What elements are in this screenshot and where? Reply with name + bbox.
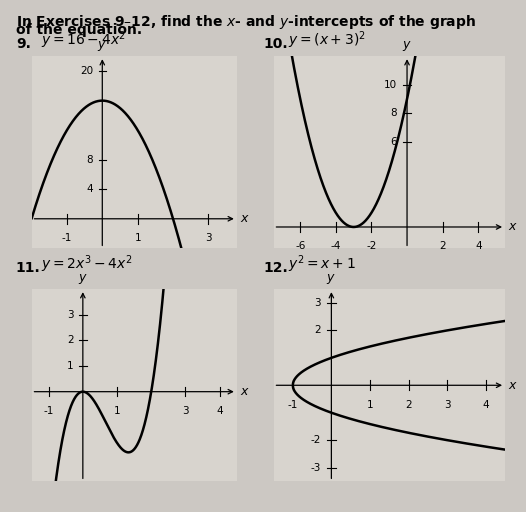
Text: 1: 1 [67, 361, 74, 371]
Text: 4: 4 [216, 406, 223, 416]
Text: 10: 10 [383, 80, 397, 90]
Text: 4: 4 [475, 241, 482, 251]
Text: -1: -1 [62, 233, 72, 243]
Text: $y$: $y$ [402, 39, 412, 53]
Text: 2: 2 [67, 335, 74, 346]
Text: 2: 2 [439, 241, 446, 251]
Text: 12.: 12. [263, 261, 288, 275]
Text: -1: -1 [288, 400, 298, 410]
Text: $y = (x + 3)^2$: $y = (x + 3)^2$ [288, 30, 366, 51]
Text: 20: 20 [80, 66, 93, 76]
Text: 1: 1 [134, 233, 141, 243]
Text: -6: -6 [295, 241, 306, 251]
Text: In Exercises 9–12, find the $x$- and $y$-intercepts of the graph: In Exercises 9–12, find the $x$- and $y$… [16, 13, 476, 31]
Text: -3: -3 [310, 462, 321, 473]
Text: 4: 4 [86, 184, 93, 194]
Text: 2: 2 [405, 400, 412, 410]
Text: -4: -4 [331, 241, 341, 251]
Text: 4: 4 [482, 400, 489, 410]
Text: 1: 1 [114, 406, 120, 416]
Text: $x$: $x$ [509, 221, 518, 233]
Text: 1: 1 [367, 400, 373, 410]
Text: -2: -2 [310, 435, 321, 445]
Text: $x$: $x$ [509, 379, 518, 392]
Text: 3: 3 [182, 406, 189, 416]
Text: $y$: $y$ [78, 272, 88, 286]
Text: 3: 3 [315, 298, 321, 308]
Text: 9.: 9. [16, 37, 31, 51]
Text: 2: 2 [315, 326, 321, 335]
Text: 8: 8 [86, 155, 93, 165]
Text: 3: 3 [67, 310, 74, 320]
Text: 6: 6 [390, 137, 397, 146]
Text: 11.: 11. [16, 261, 41, 275]
Text: $y = 16 - 4x^2$: $y = 16 - 4x^2$ [41, 30, 126, 51]
Text: -1: -1 [44, 406, 54, 416]
Text: of the equation.: of the equation. [16, 23, 142, 37]
Text: $y = 2x^3 - 4x^2$: $y = 2x^3 - 4x^2$ [41, 253, 133, 275]
Text: $y$: $y$ [327, 272, 336, 286]
Text: $x$: $x$ [240, 385, 250, 398]
Text: $y$: $y$ [97, 39, 107, 53]
Text: 8: 8 [390, 108, 397, 118]
Text: -2: -2 [366, 241, 377, 251]
Text: $x$: $x$ [240, 212, 250, 225]
Text: $y^2 = x + 1$: $y^2 = x + 1$ [288, 253, 356, 275]
Text: 3: 3 [205, 233, 212, 243]
Text: 3: 3 [444, 400, 450, 410]
Text: 10.: 10. [263, 37, 288, 51]
